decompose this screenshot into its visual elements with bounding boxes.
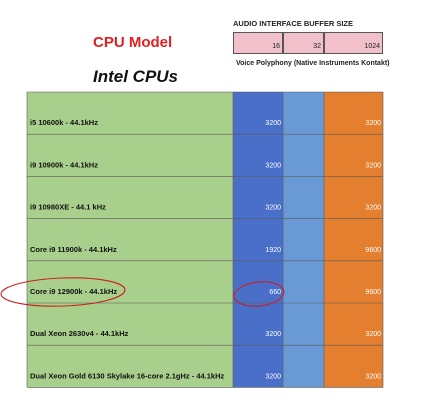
highlight-circle-value bbox=[233, 281, 285, 307]
buffer-1024-value: 3200 bbox=[365, 205, 381, 212]
buffer-16-value: 3200 bbox=[265, 373, 281, 380]
buffer-16-value: 3200 bbox=[265, 331, 281, 338]
buffer-16-value: 660 bbox=[269, 289, 281, 296]
buffer-1024-value: 3200 bbox=[365, 162, 381, 169]
buffer-1024-value: 3200 bbox=[365, 373, 381, 380]
buffer-cell-32: 32 bbox=[283, 32, 324, 54]
cpu-label: Dual Xeon Gold 6130 Skylake 16-core 2.1g… bbox=[30, 371, 225, 380]
buffer-16-column bbox=[233, 92, 283, 388]
cpu-label: Core i9 11900k - 44.1kHz bbox=[30, 245, 117, 254]
buffer-1024-column bbox=[324, 92, 383, 388]
buffer-1024-value: 3200 bbox=[365, 120, 381, 127]
intel-cpus-title: Intel CPUs bbox=[93, 67, 179, 86]
buffer-1024-value: 9600 bbox=[365, 289, 381, 296]
buffer-1024-value: 9600 bbox=[365, 247, 381, 254]
buffer-size-title: AUDIO INTERFACE BUFFER SIZE bbox=[233, 19, 354, 28]
polyphony-label: Voice Polyphony (Native Instruments Kont… bbox=[236, 60, 390, 67]
buffer-cell-1024: 1024 bbox=[324, 32, 383, 54]
buffer-32-column bbox=[283, 92, 324, 388]
cpu-label: Core i9 12900k - 44.1kHz bbox=[30, 287, 117, 296]
cpu-column bbox=[27, 92, 233, 388]
cpu-label: i9 10980XE - 44.1 kHz bbox=[30, 203, 106, 212]
buffer-1024-value: 3200 bbox=[365, 331, 381, 338]
buffer-cell-16: 16 bbox=[233, 32, 283, 54]
cpu-label: i9 10900k - 44.1kHz bbox=[30, 160, 98, 169]
buffer-16-value: 1920 bbox=[265, 247, 281, 254]
buffer-16-value: 3200 bbox=[265, 120, 281, 127]
highlight-circle-cpu bbox=[0, 277, 126, 307]
cpu-model-title: CPU Model bbox=[93, 34, 173, 51]
cpu-label: i5 10600k - 44.1kHz bbox=[30, 118, 98, 127]
cpu-label: Dual Xeon 2630v4 - 44.1kHz bbox=[30, 329, 129, 338]
buffer-16-value: 3200 bbox=[265, 162, 281, 169]
buffer-16-value: 3200 bbox=[265, 205, 281, 212]
